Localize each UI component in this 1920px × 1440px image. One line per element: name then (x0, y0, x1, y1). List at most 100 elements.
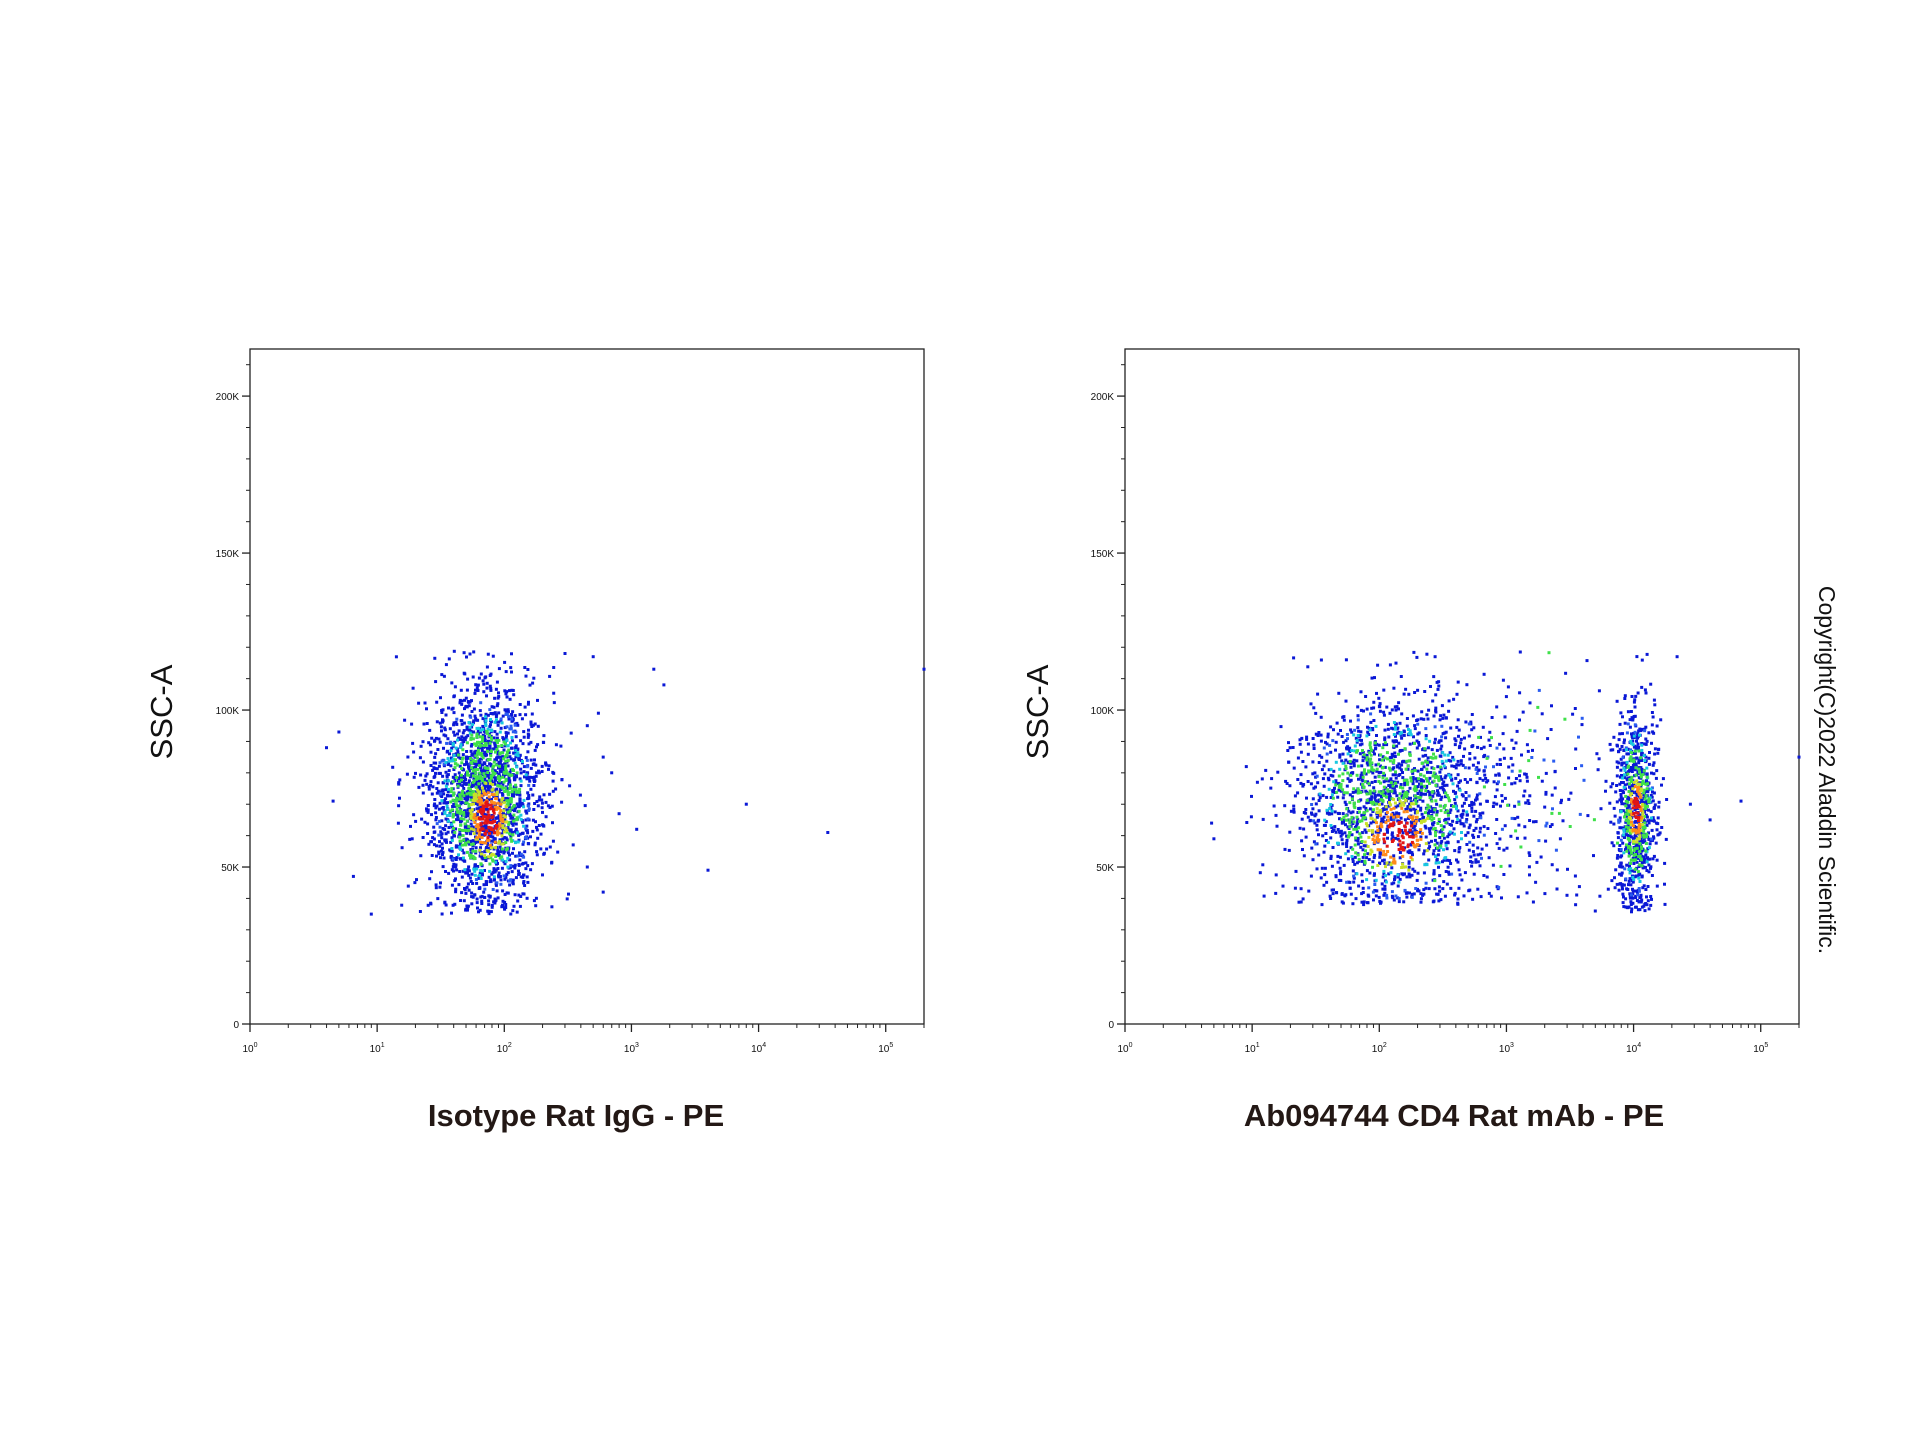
data-point (1427, 809, 1431, 813)
data-point (516, 754, 520, 758)
data-point (1360, 764, 1364, 768)
data-point (1460, 804, 1464, 808)
data-point (1645, 869, 1649, 872)
data-point (1622, 748, 1626, 752)
data-point (474, 790, 478, 794)
data-point (531, 829, 535, 833)
data-point (1419, 808, 1423, 812)
data-point (1612, 844, 1616, 848)
data-point (531, 776, 535, 779)
data-point (1390, 789, 1394, 793)
data-point (462, 851, 466, 855)
data-point (489, 723, 492, 727)
data-point (450, 883, 454, 887)
data-point (559, 744, 563, 748)
data-point (1637, 900, 1641, 904)
data-point (1424, 792, 1428, 796)
data-point (477, 676, 481, 680)
data-point (526, 702, 530, 706)
data-point (1637, 776, 1641, 780)
data-point (1652, 806, 1656, 810)
data-point (1631, 887, 1634, 891)
data-point (439, 725, 443, 729)
data-point (484, 792, 488, 796)
data-point (532, 784, 536, 787)
data-point (497, 806, 501, 810)
data-point (1616, 744, 1619, 748)
data-point (1658, 831, 1662, 835)
data-point (476, 829, 480, 833)
data-point (462, 729, 466, 733)
data-point (531, 793, 535, 797)
data-point (495, 713, 499, 717)
data-point (503, 900, 507, 904)
data-point (516, 789, 520, 793)
data-point (1355, 759, 1359, 763)
data-point (1299, 887, 1303, 891)
data-point (1623, 783, 1627, 787)
data-point (1351, 860, 1355, 863)
data-point (1443, 810, 1447, 814)
data-point (487, 803, 491, 807)
data-point (400, 846, 404, 850)
data-point (1351, 847, 1355, 851)
data-point (1631, 875, 1635, 879)
data-point (1362, 709, 1365, 713)
data-point (1528, 873, 1531, 877)
data-point (522, 873, 525, 877)
data-point (514, 841, 517, 845)
data-point (461, 753, 465, 757)
data-point (1355, 827, 1359, 831)
data-point (1347, 880, 1350, 884)
data-point (1418, 782, 1421, 786)
data-point (494, 763, 498, 767)
data-point (1375, 769, 1379, 773)
data-point (419, 854, 423, 858)
data-point (483, 887, 487, 891)
data-point (1644, 691, 1648, 695)
data-point (465, 655, 468, 659)
data-point (1339, 729, 1342, 732)
data-point (1359, 776, 1363, 779)
data-point (442, 746, 445, 750)
data-point (1604, 779, 1608, 783)
data-point (518, 802, 522, 806)
data-point (491, 771, 495, 775)
data-point (491, 767, 495, 771)
data-point (450, 759, 454, 763)
data-point (504, 764, 508, 768)
data-point (1412, 787, 1416, 791)
data-point (438, 825, 442, 829)
data-point (529, 740, 533, 744)
data-point (1458, 819, 1462, 823)
data-point (1609, 748, 1613, 752)
data-point (488, 862, 492, 866)
data-point (513, 893, 517, 897)
data-point (1448, 830, 1452, 834)
data-point (514, 818, 518, 822)
data-point (458, 779, 461, 783)
data-point (1314, 802, 1318, 806)
data-point (529, 722, 533, 726)
data-point (441, 850, 445, 854)
data-point (440, 799, 444, 803)
data-point (1361, 886, 1365, 890)
data-point (1447, 758, 1451, 762)
data-point (1319, 715, 1323, 719)
data-point (1394, 836, 1398, 840)
data-point (491, 773, 495, 777)
data-point (1544, 792, 1548, 796)
data-point (488, 744, 492, 748)
data-point (1359, 773, 1363, 777)
data-point (1414, 798, 1418, 802)
data-point (1390, 831, 1394, 835)
data-point (463, 809, 467, 813)
data-point (468, 876, 472, 880)
data-point (480, 855, 484, 859)
data-point (1444, 716, 1448, 720)
data-point (1432, 714, 1436, 718)
data-point (1621, 841, 1625, 845)
data-point (484, 807, 487, 811)
data-point (1363, 859, 1367, 863)
